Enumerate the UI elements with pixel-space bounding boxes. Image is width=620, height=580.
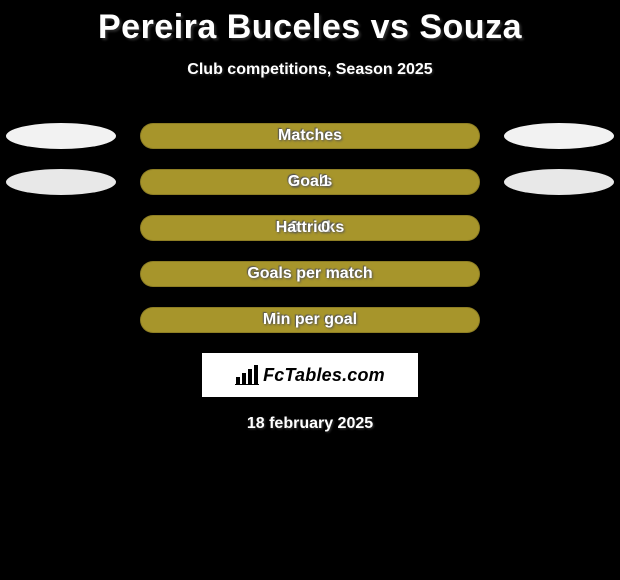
- stat-bar: 0 Hattricks 0: [140, 215, 480, 241]
- stat-value-right: 1: [321, 169, 330, 195]
- stat-row: 0 Hattricks 0: [0, 215, 620, 243]
- logo-text: FcTables.com: [263, 365, 385, 386]
- stat-label: Goals per match: [140, 261, 480, 287]
- player-left-ellipse: [6, 123, 116, 149]
- stat-row: Goals per match: [0, 261, 620, 289]
- stat-row: Min per goal: [0, 307, 620, 335]
- stat-label: Matches: [140, 123, 480, 149]
- page-subtitle: Club competitions, Season 2025: [0, 61, 620, 79]
- footer-date: 18 february 2025: [0, 415, 620, 433]
- stat-bar: Goals per match: [140, 261, 480, 287]
- stat-bar: Matches: [140, 123, 480, 149]
- stat-bar: 1 Goals 1: [140, 169, 480, 195]
- player-right-ellipse: [504, 123, 614, 149]
- stat-row: Matches: [0, 123, 620, 151]
- stat-value-left: 1: [290, 169, 299, 195]
- stat-label: Goals: [140, 169, 480, 195]
- stat-label: Hattricks: [140, 215, 480, 241]
- page-title: Pereira Buceles vs Souza: [0, 0, 620, 47]
- stat-bar: Min per goal: [140, 307, 480, 333]
- stat-row: 1 Goals 1: [0, 169, 620, 197]
- stat-value-right: 0: [321, 215, 330, 241]
- stat-label: Min per goal: [140, 307, 480, 333]
- bar-chart-icon: [235, 365, 259, 385]
- player-left-ellipse: [6, 169, 116, 195]
- stat-rows: Matches 1 Goals 1 0 Hattricks 0 Goals pe…: [0, 123, 620, 335]
- logo-box: FcTables.com: [202, 353, 418, 397]
- stat-value-left: 0: [290, 215, 299, 241]
- player-right-ellipse: [504, 169, 614, 195]
- infographic-root: Pereira Buceles vs Souza Club competitio…: [0, 0, 620, 580]
